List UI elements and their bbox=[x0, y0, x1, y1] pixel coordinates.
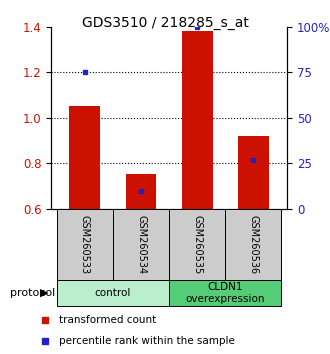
Text: control: control bbox=[95, 288, 131, 298]
Text: CLDN1
overexpression: CLDN1 overexpression bbox=[185, 282, 265, 304]
Text: GSM260534: GSM260534 bbox=[136, 215, 146, 274]
Bar bbox=[238, 136, 269, 209]
Bar bbox=[225, 209, 281, 280]
Text: GDS3510 / 218285_s_at: GDS3510 / 218285_s_at bbox=[82, 16, 248, 30]
Text: GSM260535: GSM260535 bbox=[192, 215, 202, 274]
Bar bbox=[113, 209, 169, 280]
Bar bbox=[69, 106, 100, 209]
Text: GSM260533: GSM260533 bbox=[80, 215, 90, 274]
Text: percentile rank within the sample: percentile rank within the sample bbox=[59, 336, 235, 346]
Text: GSM260536: GSM260536 bbox=[248, 215, 258, 274]
Bar bbox=[57, 209, 113, 280]
Bar bbox=[57, 280, 169, 306]
Text: protocol: protocol bbox=[10, 288, 55, 298]
Text: transformed count: transformed count bbox=[59, 315, 156, 325]
Bar bbox=[169, 280, 281, 306]
Bar bbox=[169, 209, 225, 280]
Bar bbox=[126, 173, 156, 209]
Text: ▶: ▶ bbox=[40, 288, 49, 298]
Bar bbox=[182, 31, 213, 209]
